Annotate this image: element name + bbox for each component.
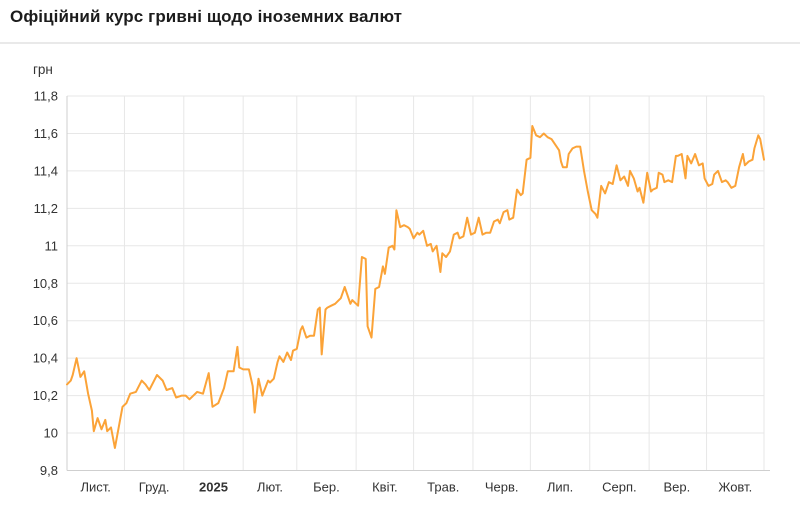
x-tick-label: Жовт.: [718, 480, 752, 495]
y-tick-label: 10,2: [33, 388, 58, 403]
x-tick-label: Бер.: [313, 480, 340, 495]
x-tick-label: Черв.: [485, 480, 519, 495]
x-tick-label: 2025: [199, 480, 228, 495]
y-tick-label: 10,6: [33, 313, 58, 328]
y-tick-label: 11,2: [34, 201, 58, 216]
y-tick-label: 10,4: [33, 351, 58, 366]
y-tick-label: 10,8: [33, 276, 58, 291]
y-tick-label: 9,8: [40, 463, 58, 478]
x-tick-label: Лют.: [257, 480, 283, 495]
page-title: Офіційний курс гривні щодо іноземних вал…: [10, 7, 403, 26]
y-tick-label: 11,4: [34, 163, 58, 178]
y-tick-label: 11: [45, 238, 59, 253]
rate-line-series[interactable]: [66, 125, 765, 449]
y-tick-label: 10: [44, 426, 58, 441]
x-tick-label: Лист.: [81, 480, 111, 495]
x-tick-label: Квіт.: [372, 480, 398, 495]
y-axis-unit-label: грн: [33, 62, 53, 77]
y-tick-label: 11,6: [34, 126, 58, 141]
y-tick-label: 11,8: [34, 89, 58, 104]
x-tick-label: Трав.: [427, 480, 459, 495]
x-tick-label: Лип.: [547, 480, 573, 495]
x-tick-label: Серп.: [602, 480, 637, 495]
x-tick-label: Вер.: [664, 480, 691, 495]
header-divider: [0, 42, 800, 44]
x-tick-label: Груд.: [139, 480, 170, 495]
